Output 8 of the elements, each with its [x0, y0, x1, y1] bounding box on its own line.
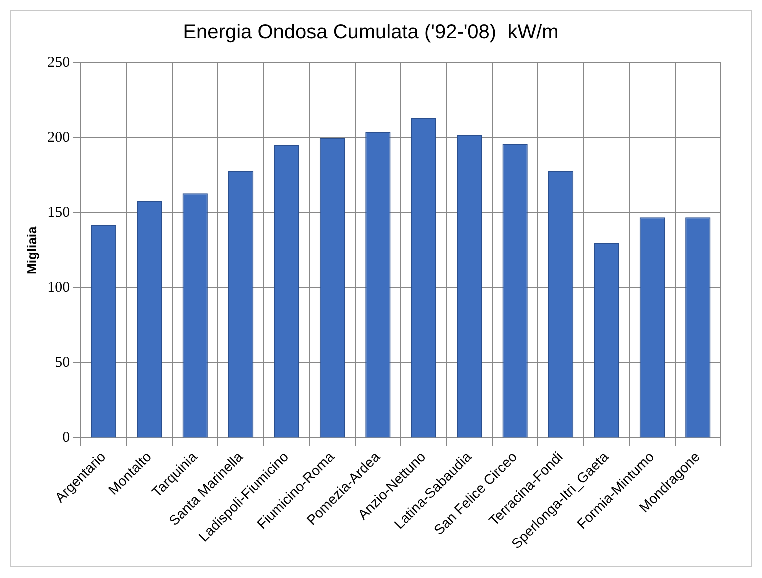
chart-title: Energia Ondosa Cumulata ('92-'08) kW/m [183, 22, 559, 44]
y-tick-label: 0 [62, 430, 70, 446]
y-axis-title: Migliaia [24, 226, 40, 274]
y-tick-label: 200 [48, 130, 70, 146]
y-tick-label: 100 [48, 280, 70, 296]
y-tick-label: 150 [48, 205, 70, 222]
y-tick-label: 50 [55, 355, 70, 372]
y-tick-label: 250 [48, 54, 70, 71]
